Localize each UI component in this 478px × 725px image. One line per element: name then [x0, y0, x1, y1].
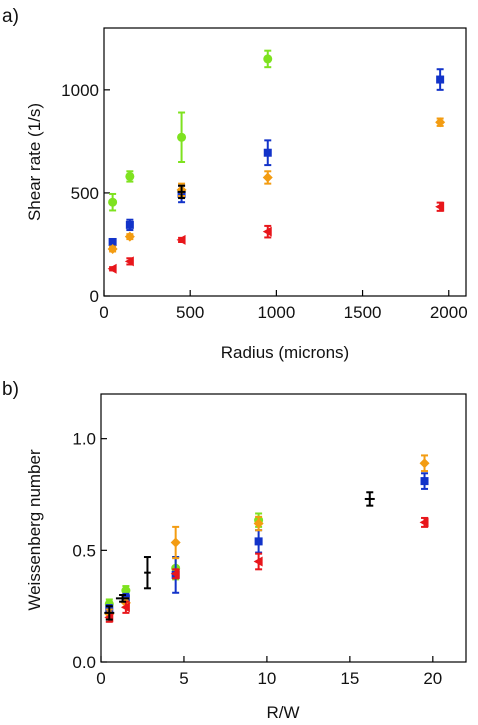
x-tick-label: 500	[176, 303, 204, 322]
data-point	[263, 139, 272, 167]
data-point	[104, 605, 115, 621]
diamond-marker	[435, 117, 446, 128]
diamond-marker	[419, 458, 430, 469]
panel-b-ticks: 0 5 10 15 20 0.0 0.5 1.0	[72, 430, 442, 688]
y-tick-label: 0	[90, 287, 99, 306]
triangle-marker	[262, 226, 272, 237]
diamond-marker	[253, 518, 264, 529]
circle-marker	[125, 171, 135, 181]
panel-a-x-axis-label: Radius (microns)	[221, 343, 349, 362]
data-point	[262, 170, 273, 185]
data-point	[108, 192, 118, 212]
circle-marker	[177, 132, 187, 142]
panel-a: a) Radius (microns) Shear rate (1/s) 0 50…	[2, 6, 468, 362]
y-tick-label: 0.5	[72, 541, 96, 560]
panel-b-label: b)	[2, 379, 19, 400]
y-tick-label: 500	[71, 184, 99, 203]
square-marker	[254, 537, 263, 546]
y-tick-label: 1.0	[72, 430, 96, 449]
triangle-marker	[176, 234, 186, 245]
square-marker	[125, 220, 134, 229]
series-4	[177, 184, 186, 200]
series-2	[104, 454, 430, 620]
series-2	[107, 117, 446, 254]
y-tick-label: 0.0	[72, 653, 96, 672]
data-point	[170, 525, 181, 560]
square-marker	[436, 75, 445, 84]
data-point	[177, 111, 187, 163]
panel-b-plot-frame	[100, 393, 467, 663]
x-tick-label: 5	[179, 669, 188, 688]
triangle-marker	[419, 517, 429, 528]
data-point	[107, 243, 118, 254]
diamond-marker	[124, 231, 135, 242]
x-tick-label: 1500	[344, 303, 382, 322]
x-tick-label: 15	[340, 669, 359, 688]
data-point	[253, 515, 264, 532]
data-point	[254, 529, 263, 554]
data-point	[364, 491, 375, 507]
circle-marker	[263, 54, 273, 64]
triangle-marker	[435, 201, 445, 212]
x-tick-label: 2000	[430, 303, 468, 322]
data-point	[107, 263, 117, 274]
data-point	[115, 594, 130, 603]
series-3	[104, 516, 429, 623]
diamond-marker	[170, 537, 181, 548]
series-0	[108, 49, 273, 212]
panel-a-ticks: 0 500 1000 1500 2000 0 500 1000	[61, 81, 468, 322]
x-tick-label: 1000	[257, 303, 295, 322]
x-tick-label: 0	[96, 669, 105, 688]
panel-b-marks	[104, 454, 430, 623]
data-point	[420, 472, 429, 490]
x-tick-label: 10	[257, 669, 276, 688]
series-1	[105, 472, 429, 615]
data-point	[253, 552, 263, 571]
data-point	[177, 184, 186, 200]
series-4	[104, 491, 375, 621]
diamond-marker	[262, 172, 273, 183]
y-tick-label: 1000	[61, 81, 99, 100]
circle-marker	[108, 197, 118, 207]
triangle-marker	[120, 602, 130, 613]
panel-a-label: a)	[2, 6, 19, 27]
data-point	[436, 68, 445, 91]
panel-b-y-axis-label: Weissenberg number	[25, 449, 44, 611]
data-point	[419, 454, 430, 473]
data-point	[435, 201, 445, 212]
panel-a-marks	[107, 49, 446, 274]
diamond-marker	[107, 243, 118, 254]
panel-b-x-axis-label: R/W	[266, 703, 299, 722]
data-point	[262, 224, 272, 239]
square-marker	[420, 477, 429, 486]
data-point	[263, 49, 273, 69]
x-tick-label: 20	[423, 669, 442, 688]
triangle-marker	[170, 568, 180, 579]
triangle-marker	[124, 256, 134, 267]
circle-marker	[121, 586, 131, 596]
x-tick-label: 0	[99, 303, 108, 322]
triangle-marker	[253, 556, 263, 567]
square-marker	[108, 237, 117, 246]
data-point	[143, 556, 151, 590]
data-point	[124, 231, 135, 242]
data-point	[435, 117, 446, 128]
panel-a-y-axis-label: Shear rate (1/s)	[25, 103, 44, 221]
data-point	[125, 218, 134, 232]
panel-b: b) R/W Weissenberg number 0 5 10 15 20 0.0 0.5…	[2, 379, 467, 722]
data-point	[170, 568, 180, 580]
series-1	[108, 68, 445, 246]
series-3	[107, 201, 445, 274]
data-point	[124, 256, 134, 267]
triangle-marker	[107, 263, 117, 274]
panel-a-plot-frame	[103, 27, 467, 297]
data-point	[419, 516, 429, 528]
square-marker	[263, 148, 272, 157]
data-point	[125, 170, 135, 183]
data-point	[176, 234, 186, 245]
